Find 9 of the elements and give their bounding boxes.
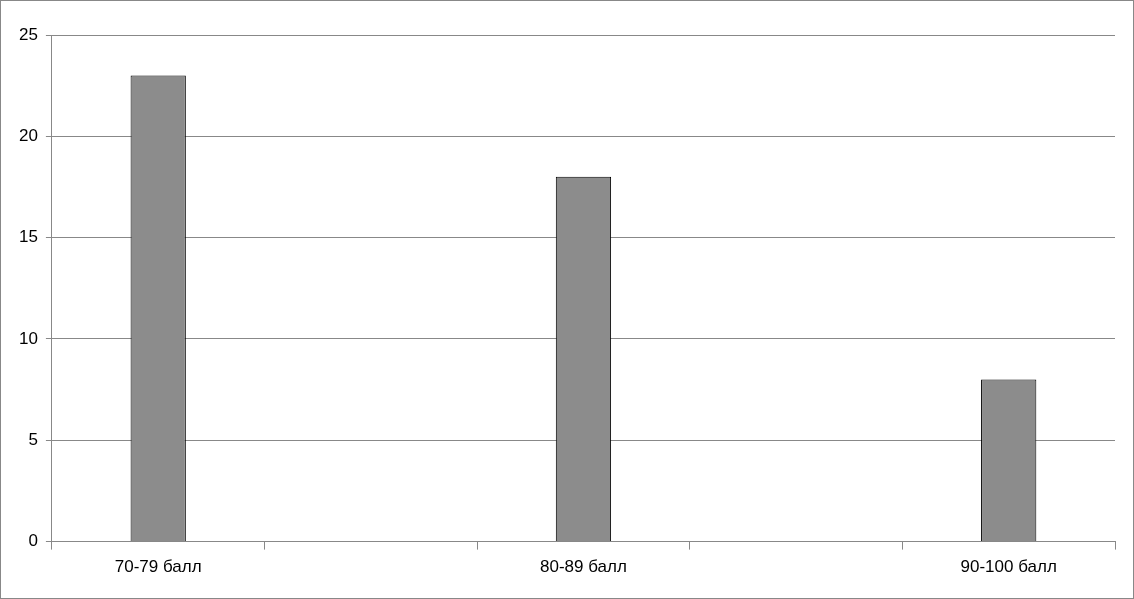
y-tick-label: 15 [18, 227, 38, 247]
y-tick-label: 0 [28, 531, 38, 551]
x-tick-label: 70-79 балл [114, 557, 202, 577]
x-tick-label: 90-100 балл [960, 557, 1057, 577]
y-tick-label: 25 [18, 24, 38, 44]
y-tick-label: 20 [18, 126, 38, 146]
x-tick-label: 80-89 балл [540, 557, 627, 577]
y-tick-label: 5 [28, 429, 38, 449]
y-tick-label: 10 [18, 328, 38, 348]
